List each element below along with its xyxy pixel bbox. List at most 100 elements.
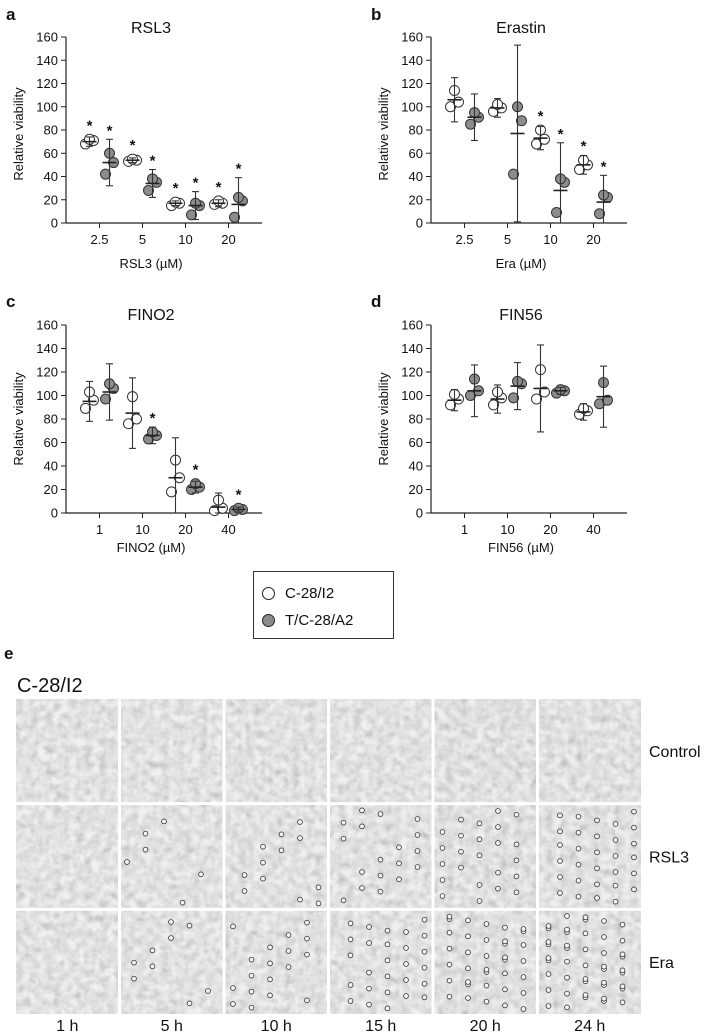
rounded-cell-dot bbox=[267, 976, 273, 983]
rounded-cell-dot bbox=[179, 899, 186, 906]
y-tick-label: 60 bbox=[409, 435, 423, 450]
rounded-cell-dot bbox=[458, 816, 464, 823]
x-tick-label: 20 bbox=[543, 522, 557, 537]
rounded-cell-dot bbox=[267, 960, 273, 967]
rounded-cell-dot bbox=[582, 914, 589, 921]
rounded-cell-dot bbox=[340, 819, 347, 826]
row-label: RSL3 bbox=[649, 850, 689, 867]
rounded-cell-dot bbox=[594, 865, 600, 872]
x-tick-label: 10 bbox=[543, 232, 557, 247]
rounded-cell-dot bbox=[575, 877, 582, 884]
rounded-cell-dot bbox=[545, 939, 552, 945]
data-point bbox=[551, 207, 562, 219]
plot-area: 0 20 40 60 80 100 120 140 160 1 10 20 40 bbox=[401, 318, 627, 537]
rounded-cell-dot bbox=[142, 830, 149, 837]
rounded-cell-dot bbox=[403, 945, 409, 951]
rounded-cell-dot bbox=[403, 977, 409, 983]
rounded-cell-dot bbox=[465, 995, 471, 1001]
data-point bbox=[539, 133, 550, 145]
rounded-cell-dot bbox=[476, 882, 483, 888]
y-tick-label: 0 bbox=[416, 506, 423, 521]
rounded-cell-dot bbox=[601, 950, 607, 956]
significance-star: * bbox=[236, 486, 242, 503]
y-tick-label: 20 bbox=[44, 192, 58, 207]
rounded-cell-dot bbox=[241, 872, 248, 878]
column-label: 10 h bbox=[261, 1018, 292, 1035]
data-point bbox=[123, 418, 134, 430]
x-tick-label: 1 bbox=[96, 522, 103, 537]
rounded-cell-dot bbox=[377, 811, 384, 817]
rounded-cell-dot bbox=[476, 836, 483, 843]
rounded-cell-dot bbox=[502, 986, 508, 993]
micrograph-texture bbox=[120, 699, 223, 803]
rounded-cell-dot bbox=[601, 934, 607, 940]
y-tick-label: 120 bbox=[401, 365, 423, 380]
y-tick-label: 0 bbox=[51, 216, 58, 231]
rounded-cell-dot bbox=[594, 881, 600, 888]
rounded-cell-dot bbox=[403, 929, 409, 935]
rounded-cell-dot bbox=[513, 873, 520, 880]
rounded-cell-dot bbox=[582, 976, 589, 982]
significance-star: * bbox=[173, 180, 179, 197]
significance-star: * bbox=[150, 153, 156, 170]
rounded-cell-dot bbox=[168, 935, 174, 941]
chart-title: FINO2 bbox=[127, 307, 174, 324]
rounded-cell-dot bbox=[513, 857, 520, 864]
rounded-cell-dot bbox=[304, 997, 310, 1004]
rounded-cell-dot bbox=[582, 946, 589, 953]
rounded-cell-dot bbox=[483, 921, 490, 927]
micrograph-texture bbox=[538, 910, 641, 1014]
rounded-cell-dot bbox=[366, 985, 372, 992]
rounded-cell-dot bbox=[564, 942, 570, 949]
y-tick-label: 100 bbox=[401, 99, 423, 114]
rounded-cell-dot bbox=[186, 922, 193, 929]
rounded-cell-dot bbox=[186, 1000, 193, 1007]
significance-star: * bbox=[130, 137, 136, 154]
rounded-cell-dot bbox=[631, 808, 637, 815]
rounded-cell-dot bbox=[340, 897, 347, 904]
chart-title: FIN56 bbox=[499, 307, 543, 324]
rounded-cell-dot bbox=[403, 961, 409, 967]
rounded-cell-dot bbox=[483, 982, 490, 989]
rounded-cell-dot bbox=[612, 837, 619, 843]
rounded-cell-dot bbox=[446, 913, 453, 920]
rounded-cell-dot bbox=[198, 871, 204, 878]
rounded-cell-dot bbox=[545, 955, 552, 961]
legend-item-filled: T/C-28/A2 bbox=[254, 609, 353, 631]
rounded-cell-dot bbox=[384, 927, 391, 934]
rounded-cell-dot bbox=[421, 932, 428, 939]
data-point bbox=[100, 393, 111, 405]
rounded-cell-dot bbox=[304, 919, 310, 926]
rounded-cell-dot bbox=[545, 971, 552, 977]
rounded-cell-dot bbox=[414, 816, 421, 822]
y-axis-label: Relative viability bbox=[376, 372, 391, 466]
y-tick-label: 140 bbox=[401, 341, 423, 356]
micrograph-texture bbox=[538, 699, 641, 803]
panel-d: d FIN56 FIN56 (µM) Relative viability 0 2… bbox=[371, 292, 627, 555]
rounded-cell-dot bbox=[359, 807, 365, 814]
rounded-cell-dot bbox=[575, 829, 582, 836]
x-tick-label: 40 bbox=[586, 522, 600, 537]
rounded-cell-dot bbox=[366, 969, 372, 976]
row-label: Era bbox=[649, 955, 674, 972]
rounded-cell-dot bbox=[285, 964, 292, 970]
rounded-cell-dot bbox=[377, 888, 384, 895]
rounded-cell-dot bbox=[230, 923, 236, 930]
rounded-cell-dot bbox=[340, 835, 347, 842]
rounded-cell-dot bbox=[260, 875, 266, 882]
data-point bbox=[229, 211, 240, 223]
rounded-cell-dot bbox=[619, 967, 626, 974]
rounded-cell-dot bbox=[495, 885, 501, 892]
rounded-cell-dot bbox=[520, 958, 527, 964]
x-axis-label: Era (µM) bbox=[496, 256, 547, 271]
significance-star: * bbox=[107, 122, 113, 139]
rounded-cell-dot bbox=[439, 893, 446, 899]
micrograph-texture bbox=[16, 804, 119, 909]
data-point bbox=[80, 402, 91, 414]
rounded-cell-dot bbox=[545, 987, 552, 993]
rounded-cell-dot bbox=[476, 820, 483, 827]
data-point bbox=[143, 184, 154, 196]
x-tick-label: 5 bbox=[139, 232, 146, 247]
column-label: 15 h bbox=[365, 1018, 396, 1035]
y-tick-label: 160 bbox=[401, 30, 423, 45]
